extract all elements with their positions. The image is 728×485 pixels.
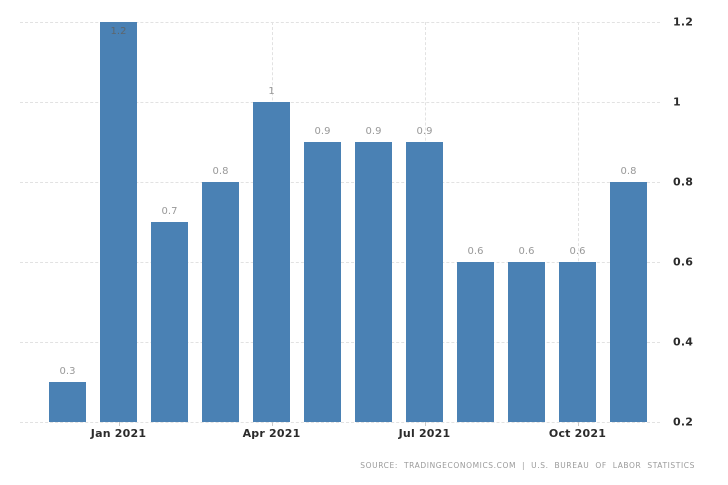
bar-value-label: 0.9 (416, 126, 433, 137)
bar[interactable] (304, 142, 341, 422)
bar[interactable] (355, 142, 392, 422)
x-tick-mark (118, 422, 120, 426)
bar-value-label: 0.7 (161, 206, 178, 217)
x-gridline (577, 22, 579, 422)
y-axis-tick-label: 1.2 (673, 15, 694, 29)
bar-value-label: 0.3 (59, 366, 76, 377)
y-axis-tick-label: 0.6 (673, 255, 694, 269)
y-axis-tick-label: 0.8 (673, 175, 694, 189)
bar-value-label: 0.8 (620, 166, 637, 177)
bar[interactable] (202, 182, 239, 422)
source-attribution: SOURCE: TRADINGECONOMICS.COM | U.S. BURE… (360, 461, 695, 470)
bar-value-label: 1 (268, 86, 275, 97)
x-tick-mark (577, 422, 579, 426)
bar-value-label: 0.9 (314, 126, 331, 137)
x-tick-mark (424, 422, 426, 426)
bar-value-label: 0.9 (365, 126, 382, 137)
y-axis-tick-label: 0.4 (673, 335, 694, 349)
bar-value-label: 0.6 (569, 246, 586, 257)
bar-value-label: 0.6 (467, 246, 484, 257)
bar[interactable] (406, 142, 443, 422)
x-tick-mark (271, 422, 273, 426)
y-axis-tick-label: 0.2 (673, 415, 694, 429)
x-axis-tick-label: Oct 2021 (548, 427, 607, 440)
bar[interactable] (49, 382, 86, 422)
y-gridline (20, 22, 660, 23)
bar[interactable] (253, 102, 290, 422)
y-axis-tick-label: 1 (673, 95, 681, 109)
bar-value-label: 0.8 (212, 166, 229, 177)
bar-value-label: 1.2 (110, 26, 127, 37)
bar[interactable] (559, 262, 596, 422)
bar[interactable] (457, 262, 494, 422)
bar-value-label: 0.6 (518, 246, 535, 257)
bar[interactable] (610, 182, 647, 422)
bar[interactable] (508, 262, 545, 422)
x-axis-tick-label: Apr 2021 (242, 427, 301, 440)
x-axis-tick-label: Jul 2021 (398, 427, 451, 440)
x-axis-tick-label: Jan 2021 (90, 427, 147, 440)
bar[interactable] (151, 222, 188, 422)
bar[interactable] (100, 22, 137, 422)
y-gridline (20, 422, 660, 423)
y-gridline (20, 102, 660, 103)
